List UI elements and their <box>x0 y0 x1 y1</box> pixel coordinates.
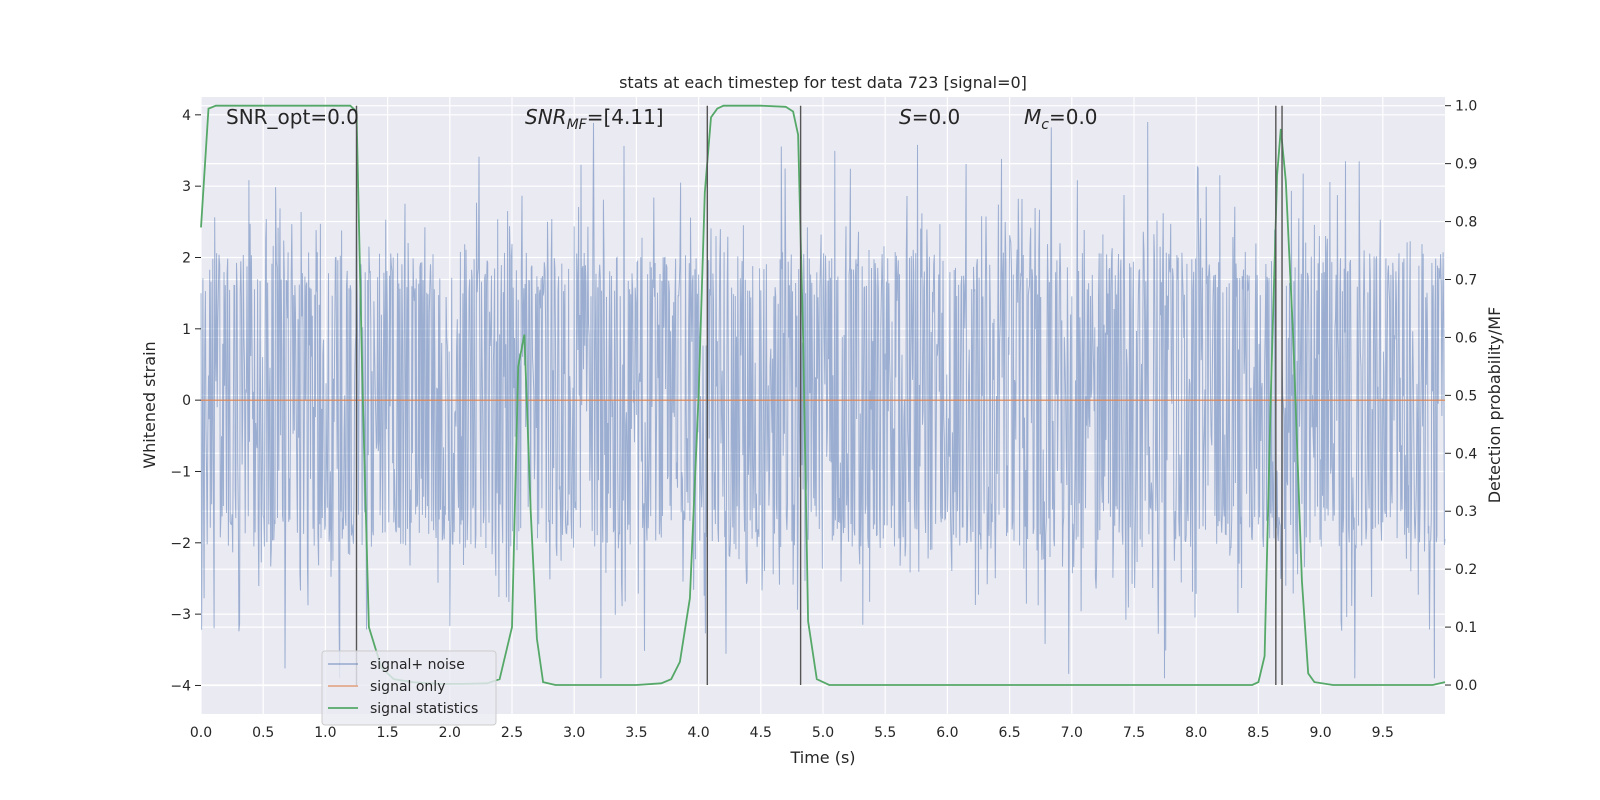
y-right-tick-label: 1.0 <box>1455 99 1477 115</box>
y-axis-label-left: Whitened strain <box>140 341 159 468</box>
annotation-snr-opt: SNR_opt=0.0 <box>226 105 359 129</box>
y-right-tick-label: 0.3 <box>1455 504 1477 520</box>
x-tick-label: 1.0 <box>314 725 336 741</box>
x-tick-label: 8.0 <box>1185 725 1207 741</box>
annotation-snr-mf-subscript: MF <box>567 117 588 133</box>
y-right-tick-label: 0.4 <box>1455 446 1477 462</box>
x-tick-label: 4.5 <box>750 725 772 741</box>
legend-box <box>321 650 497 726</box>
noise-line <box>200 121 1446 679</box>
y-right-tick-label: 0.7 <box>1455 272 1477 288</box>
y-right-tick-label: 0.5 <box>1455 388 1477 404</box>
x-tick-label: 2.0 <box>439 725 461 741</box>
x-tick-label: 9.5 <box>1372 725 1394 741</box>
y-tick-label: −4 <box>170 678 191 694</box>
y-tick-label: 4 <box>182 108 191 124</box>
x-tick-label: 6.5 <box>998 725 1020 741</box>
annotation-mc-subscript: c <box>1041 117 1049 133</box>
legend-label-signal: signal only <box>370 679 445 695</box>
x-axis-label: Time (s) <box>789 748 855 767</box>
annotation-s: S=0.0 <box>899 105 960 129</box>
annotation-mc-value: =0.0 <box>1049 105 1098 129</box>
chart-title: stats at each timestep for test data 723… <box>619 73 1027 92</box>
y-right-tick-label: 0.1 <box>1455 620 1477 636</box>
annotation-snr-opt-text: SNR_opt=0.0 <box>226 105 359 129</box>
annotation-snr-mf-symbol: SNR <box>525 105 567 129</box>
y-tick-label: 0 <box>182 393 191 409</box>
legend-label-stats: signal statistics <box>370 701 478 717</box>
y-tick-label: 1 <box>182 322 191 338</box>
vertical-markers <box>355 105 1283 686</box>
y-axis-ticks-left: −4 −3 −2 −1 0 1 2 3 4 <box>170 108 201 694</box>
y-tick-label: 2 <box>182 250 191 266</box>
annotation-s-value: =0.0 <box>912 105 961 129</box>
y-tick-label: −3 <box>170 607 191 623</box>
y-right-tick-label: 0.8 <box>1455 215 1477 231</box>
x-tick-label: 7.0 <box>1061 725 1083 741</box>
x-tick-label: 9.0 <box>1309 725 1331 741</box>
y-tick-label: 3 <box>182 179 191 195</box>
legend-label-noise: signal+ noise <box>370 657 465 673</box>
y-axis-label-right: Detection probability/MF <box>1485 307 1504 504</box>
x-tick-label: 5.0 <box>812 725 834 741</box>
x-tick-label: 6.0 <box>936 725 958 741</box>
y-right-tick-label: 0.6 <box>1455 330 1477 346</box>
x-tick-label: 3.0 <box>563 725 585 741</box>
x-tick-label: 8.5 <box>1247 725 1269 741</box>
x-tick-label: 4.0 <box>687 725 709 741</box>
x-tick-label: 7.5 <box>1123 725 1145 741</box>
annotation-mc-symbol: M <box>1024 105 1041 129</box>
x-tick-label: 5.5 <box>874 725 896 741</box>
x-axis-ticks: 0.0 0.5 1.0 1.5 2.0 2.5 3.0 3.5 4.0 4.5 5.0 5.5 6.0 6… <box>190 725 1394 741</box>
legend: signal+ noise signal only signal statist… <box>321 650 497 726</box>
y-tick-label: −2 <box>170 536 191 552</box>
y-right-tick-label: 0.0 <box>1455 678 1477 694</box>
series-signal-plus-noise <box>200 121 1446 679</box>
annotation-mc: Mc=0.0 <box>1024 105 1098 133</box>
annotation-snr-mf: SNRMF=[4.11] <box>525 105 664 133</box>
y-right-tick-label: 0.9 <box>1455 157 1477 173</box>
x-tick-label: 1.5 <box>376 725 398 741</box>
y-axis-ticks-right: 0.0 0.1 0.2 0.3 0.4 0.5 0.6 0.7 0.8 0.9 1.0 <box>1445 99 1477 694</box>
y-right-tick-label: 0.2 <box>1455 562 1477 578</box>
y-tick-label: −1 <box>170 464 191 480</box>
x-tick-label: 2.5 <box>501 725 523 741</box>
annotation-s-symbol: S <box>899 105 912 129</box>
annotation-snr-mf-value: =[4.11] <box>587 105 664 129</box>
x-tick-label: 0.0 <box>190 725 212 741</box>
x-tick-label: 0.5 <box>252 725 274 741</box>
x-tick-label: 3.5 <box>625 725 647 741</box>
